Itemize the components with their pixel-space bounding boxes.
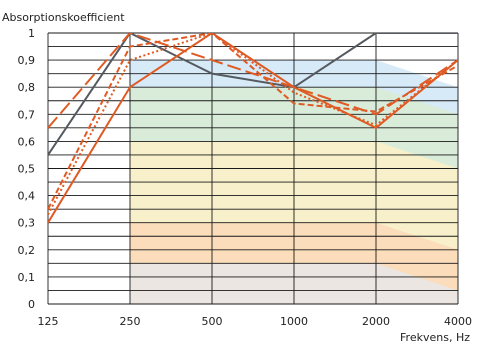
series-line-2 xyxy=(48,33,458,224)
series-line-3 xyxy=(48,33,458,129)
y-tick-label: 0,8 xyxy=(18,81,36,94)
series-lines xyxy=(48,33,458,224)
y-tick-label: 0,6 xyxy=(18,135,36,148)
x-tick-label: 500 xyxy=(202,315,223,328)
series-line-1 xyxy=(48,33,458,156)
y-tick-label: 0 xyxy=(28,298,35,311)
series-line-5 xyxy=(48,33,458,216)
y-tick-label: 1 xyxy=(28,27,35,40)
y-tick-label: 0,4 xyxy=(18,190,36,203)
x-tick-label: 4000 xyxy=(444,315,472,328)
x-tick-labels: 125 250 500 1000 2000 4000 xyxy=(38,315,473,328)
y-tick-label: 0,9 xyxy=(18,54,36,67)
series-line-4 xyxy=(48,33,458,210)
x-tick-label: 2000 xyxy=(362,315,390,328)
x-tick-label: 250 xyxy=(120,315,141,328)
x-axis-title: Frekvens, Hz xyxy=(400,331,470,344)
x-tick-label: 1000 xyxy=(280,315,308,328)
y-tick-label: 0,5 xyxy=(18,163,36,176)
y-tick-label: 0,2 xyxy=(18,244,36,257)
y-tick-label: 0,7 xyxy=(18,108,36,121)
y-axis-title: Absorptionskoefficient xyxy=(2,11,125,24)
y-tick-labels: 0 0,1 0,2 0,3 0,4 0,5 0,6 0,7 0,8 0,9 1 xyxy=(18,27,36,311)
y-tick-label: 0,1 xyxy=(18,271,36,284)
x-tick-label: 125 xyxy=(38,315,59,328)
y-tick-label: 0,3 xyxy=(18,217,36,230)
